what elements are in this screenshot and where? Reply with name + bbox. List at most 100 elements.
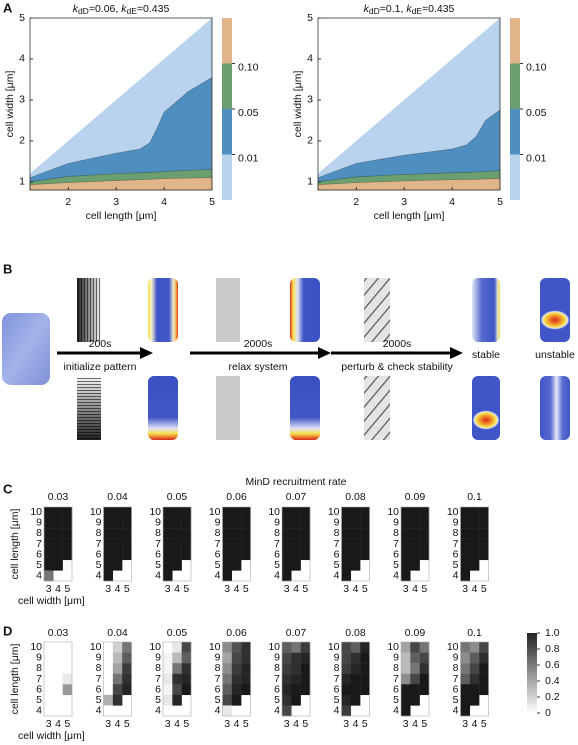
y-tick-label: 9 xyxy=(393,652,399,664)
grid-cell xyxy=(172,684,182,696)
x-tick-label: 5 xyxy=(64,718,70,730)
relax xyxy=(216,376,240,440)
grid-cell xyxy=(44,705,54,717)
grid-cell xyxy=(282,549,292,561)
y-tick-label: 8 xyxy=(453,527,459,539)
grid-cell xyxy=(350,652,361,664)
y-tick-label: 4 xyxy=(155,569,161,581)
y-tick-label: 9 xyxy=(36,517,42,529)
grid-frame xyxy=(400,641,430,717)
grid-cell xyxy=(181,684,192,696)
grid-cell xyxy=(222,642,233,653)
grid-title: 0.09 xyxy=(405,491,426,503)
grid-cell xyxy=(469,528,480,539)
y-tick-label: 10 xyxy=(387,506,399,518)
y-tick-label: 6 xyxy=(393,683,399,695)
grid-cell xyxy=(360,528,370,539)
grid-cell xyxy=(419,684,430,696)
grid-cell xyxy=(62,652,73,664)
colorbar-segment xyxy=(510,154,520,200)
grid-cell xyxy=(103,705,114,717)
grid-cell xyxy=(44,652,54,664)
y-tick-label: 9 xyxy=(274,652,280,664)
grid-cell xyxy=(291,652,301,664)
grid-cell xyxy=(291,549,301,561)
grid-cell xyxy=(341,694,352,706)
grid-cell xyxy=(479,507,489,518)
pattern xyxy=(148,278,178,342)
grid-cell xyxy=(401,570,411,582)
y-tick-label: 9 xyxy=(453,517,459,529)
grid-frame xyxy=(341,641,370,717)
y-tick-label: 8 xyxy=(96,662,102,674)
y-tick-label: 8 xyxy=(155,527,161,539)
y-tick-label: 4 xyxy=(453,569,459,581)
grid-cell xyxy=(103,642,114,653)
grid-cell xyxy=(341,507,352,518)
grid-cell xyxy=(122,673,132,685)
grid-cell xyxy=(360,538,370,550)
x-tick-label: 3 xyxy=(403,583,409,595)
perturbation xyxy=(364,376,390,440)
grid-cell xyxy=(163,549,173,561)
grid-cell xyxy=(410,559,420,571)
arrow-head xyxy=(318,347,331,359)
grid-cell xyxy=(479,549,489,561)
colorbar-segment xyxy=(510,109,520,155)
y-tick-label: 5 xyxy=(307,12,313,24)
grid-cell xyxy=(44,673,54,685)
panel-title: MinD recruitment rate xyxy=(246,476,347,488)
grid-cell xyxy=(112,507,123,518)
grid-frame xyxy=(341,506,370,582)
y-tick-label: 4 xyxy=(19,53,25,65)
grid-cell xyxy=(410,507,420,518)
y-tick-label: 9 xyxy=(215,517,221,529)
y-tick-label: 8 xyxy=(274,527,280,539)
y-tick-label: 9 xyxy=(274,517,280,529)
grid-cell xyxy=(112,673,123,685)
y-tick-label: 6 xyxy=(36,548,42,560)
grid-cell xyxy=(44,694,54,706)
grid-cell xyxy=(112,694,123,706)
title-part: dD xyxy=(369,6,380,16)
grid-cell xyxy=(360,642,370,653)
grid-cell xyxy=(231,684,242,696)
grid-cell xyxy=(282,663,292,674)
colorbar-segment xyxy=(222,109,232,155)
x-tick-label: 4 xyxy=(161,196,167,208)
grid-cell xyxy=(231,549,242,561)
grid-cell xyxy=(419,663,430,674)
y-tick-label: 9 xyxy=(155,652,161,664)
y-axis-label: cell width [μm] xyxy=(292,71,304,138)
grid-cell xyxy=(241,673,251,685)
y-tick-label: 7 xyxy=(334,673,340,685)
x-tick-label: 3 xyxy=(165,583,171,595)
y-tick-label: 10 xyxy=(90,641,102,653)
grid-cell xyxy=(103,549,114,561)
grid-cell xyxy=(163,663,173,674)
grid-frame xyxy=(460,506,489,582)
grid-cell xyxy=(241,549,251,561)
pattern xyxy=(472,278,500,342)
grid-cell xyxy=(460,528,471,539)
grid-cell xyxy=(163,507,173,518)
grid-cell xyxy=(469,652,480,664)
y-tick-label: 9 xyxy=(393,517,399,529)
grid-title: 0.1 xyxy=(467,491,482,503)
grid-frame xyxy=(222,641,251,717)
y-tick-label: 7 xyxy=(215,673,221,685)
y-tick-label: 6 xyxy=(215,683,221,695)
x-tick-label: 5 xyxy=(302,583,308,595)
grid-cell xyxy=(341,663,352,674)
grid-cell xyxy=(62,684,73,696)
grid-cell xyxy=(53,642,63,653)
grid-cell xyxy=(410,642,420,653)
grid-cell xyxy=(181,652,192,664)
y-tick-label: 6 xyxy=(215,548,221,560)
grid-cell xyxy=(53,507,63,518)
x-tick-label: 4 xyxy=(115,718,121,730)
grid-cell xyxy=(231,528,242,539)
y-tick-label: 10 xyxy=(387,641,399,653)
x-tick-label: 4 xyxy=(293,583,299,595)
y-tick-label: 5 xyxy=(96,694,102,706)
